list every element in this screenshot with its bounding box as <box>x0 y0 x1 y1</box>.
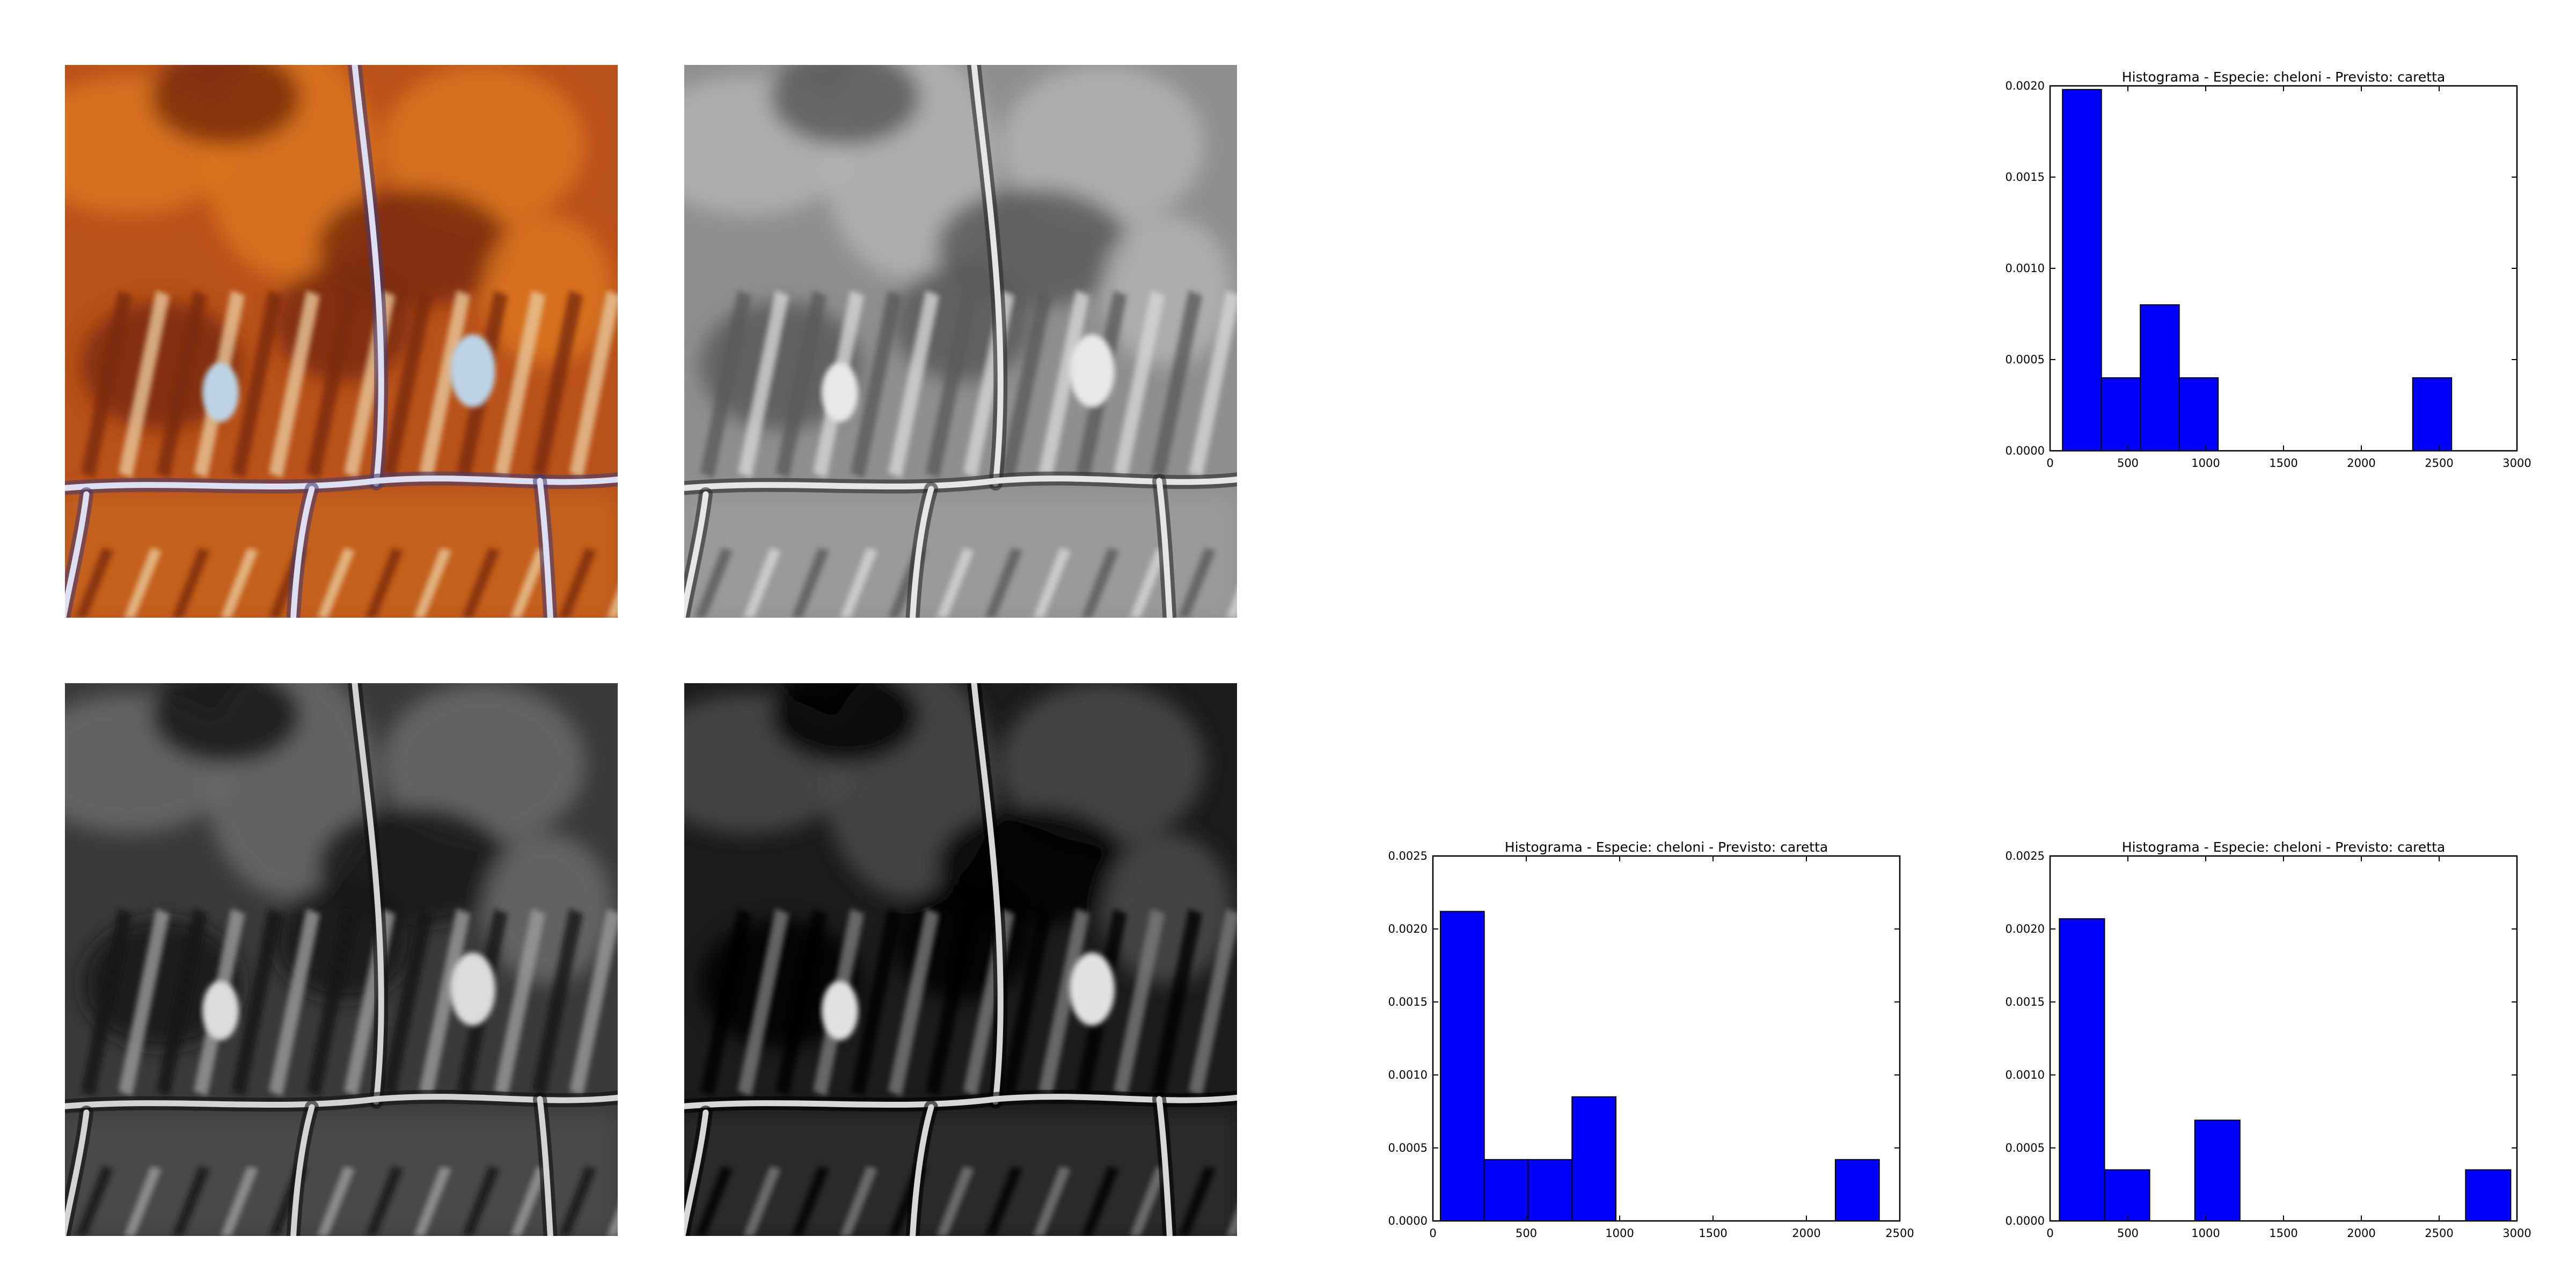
x-tick-label: 2000 <box>2347 1227 2375 1240</box>
y-tick-label: 0.0005 <box>2006 1141 2045 1154</box>
x-tick-label: 2500 <box>1885 1227 1914 1240</box>
x-tick-label: 3000 <box>2502 1227 2531 1240</box>
y-tick-label: 0.0020 <box>2006 923 2045 935</box>
histogram-chart-bottom-right: 0 500 1000 1500 2000 2500 3000 0.0000 0.0005 0.00… <box>1980 829 2560 1248</box>
x-tick-label: 1000 <box>2191 1227 2220 1240</box>
x-tick-label: 0 <box>1429 1227 1436 1240</box>
turtle-shell-grayscale-dark-image <box>65 683 618 1236</box>
histogram-svg: 0 500 1000 1500 2000 2500 3000 0.0000 0.0005 0.00… <box>1980 829 2560 1248</box>
y-tick-label: 0.0010 <box>1388 1069 1428 1081</box>
histogram-bar <box>1440 911 1484 1221</box>
y-tick-label: 0.0015 <box>2006 171 2045 184</box>
histogram-chart-bottom-left: 0 500 1000 1500 2000 2500 0.0000 0.0005 0.0010 0.… <box>1363 829 1943 1248</box>
chart-title: Histograma - Especie: cheloni - Previsto… <box>2122 839 2445 855</box>
y-tick-label: 0.0015 <box>2006 996 2045 1008</box>
x-tick-label: 1500 <box>1699 1227 1727 1240</box>
turtle-shell-grayscale-darker-image-svg <box>684 683 1237 1236</box>
x-tick-label: 2500 <box>2425 457 2453 470</box>
y-tick-label: 0.0005 <box>2006 353 2045 366</box>
y-tick-label: 0.0025 <box>1388 850 1428 862</box>
chart-title: Histograma - Especie: cheloni - Previsto… <box>1505 839 1828 855</box>
histogram-bar <box>2059 919 2104 1221</box>
histogram-svg: 0 500 1000 1500 2000 2500 0.0000 0.0005 0.0010 0.… <box>1363 829 1943 1248</box>
histogram-bar <box>1835 1160 1879 1221</box>
histogram-bar <box>1484 1160 1528 1221</box>
y-tick-label: 0.0000 <box>2006 1214 2045 1227</box>
turtle-shell-color-image-svg <box>65 65 618 618</box>
x-tick-label: 1000 <box>2191 457 2220 470</box>
y-tick-label: 0.0010 <box>2006 1069 2045 1081</box>
y-tick-label: 0.0015 <box>1388 996 1428 1008</box>
x-tick-label: 1500 <box>2269 1227 2297 1240</box>
x-tick-label: 1500 <box>2269 457 2297 470</box>
turtle-shell-grayscale-image <box>684 65 1237 618</box>
y-tick-label: 0.0020 <box>2006 79 2045 92</box>
histogram-bar <box>2195 1120 2240 1221</box>
histogram-bar <box>2105 1170 2150 1221</box>
x-tick-label: 500 <box>1516 1227 1537 1240</box>
x-tick-label: 2000 <box>1792 1227 1820 1240</box>
plot-area <box>2050 856 2517 1221</box>
histogram-bar <box>1528 1160 1572 1221</box>
y-tick-label: 0.0000 <box>1388 1214 1428 1227</box>
y-tick-label: 0.0005 <box>1388 1141 1428 1154</box>
x-tick-label: 3000 <box>2502 457 2531 470</box>
y-tick-label: 0.0010 <box>2006 262 2045 275</box>
histogram-bar <box>2413 378 2452 451</box>
x-tick-label: 1000 <box>1605 1227 1634 1240</box>
histogram-bar <box>1572 1097 1616 1221</box>
x-tick-label: 500 <box>2117 457 2139 470</box>
histogram-bar <box>2102 378 2141 451</box>
chart-title: Histograma - Especie: cheloni - Previsto… <box>2122 69 2445 85</box>
histogram-bar <box>2140 305 2179 451</box>
x-tick-label: 2000 <box>2347 457 2375 470</box>
turtle-shell-grayscale-image-svg <box>684 65 1237 618</box>
histogram-bar <box>2179 378 2219 451</box>
y-tick-label: 0.0025 <box>2006 850 2045 862</box>
turtle-shell-grayscale-dark-image-svg <box>65 683 618 1236</box>
histogram-bar <box>2062 90 2102 451</box>
y-tick-label: 0.0020 <box>1388 923 1428 935</box>
turtle-shell-grayscale-darker-image <box>684 683 1237 1236</box>
x-tick-label: 0 <box>2046 457 2053 470</box>
histogram-bar <box>2465 1170 2511 1221</box>
y-tick-label: 0.0000 <box>2006 444 2045 457</box>
histogram-chart-top: 0 500 1000 1500 2000 2500 3000 0.0000 0.0005 0.00… <box>1980 59 2560 478</box>
turtle-shell-color-image <box>65 65 618 618</box>
x-tick-label: 0 <box>2046 1227 2053 1240</box>
x-tick-label: 2500 <box>2425 1227 2453 1240</box>
x-tick-label: 500 <box>2117 1227 2139 1240</box>
histogram-svg: 0 500 1000 1500 2000 2500 3000 0.0000 0.0005 0.00… <box>1980 59 2560 478</box>
